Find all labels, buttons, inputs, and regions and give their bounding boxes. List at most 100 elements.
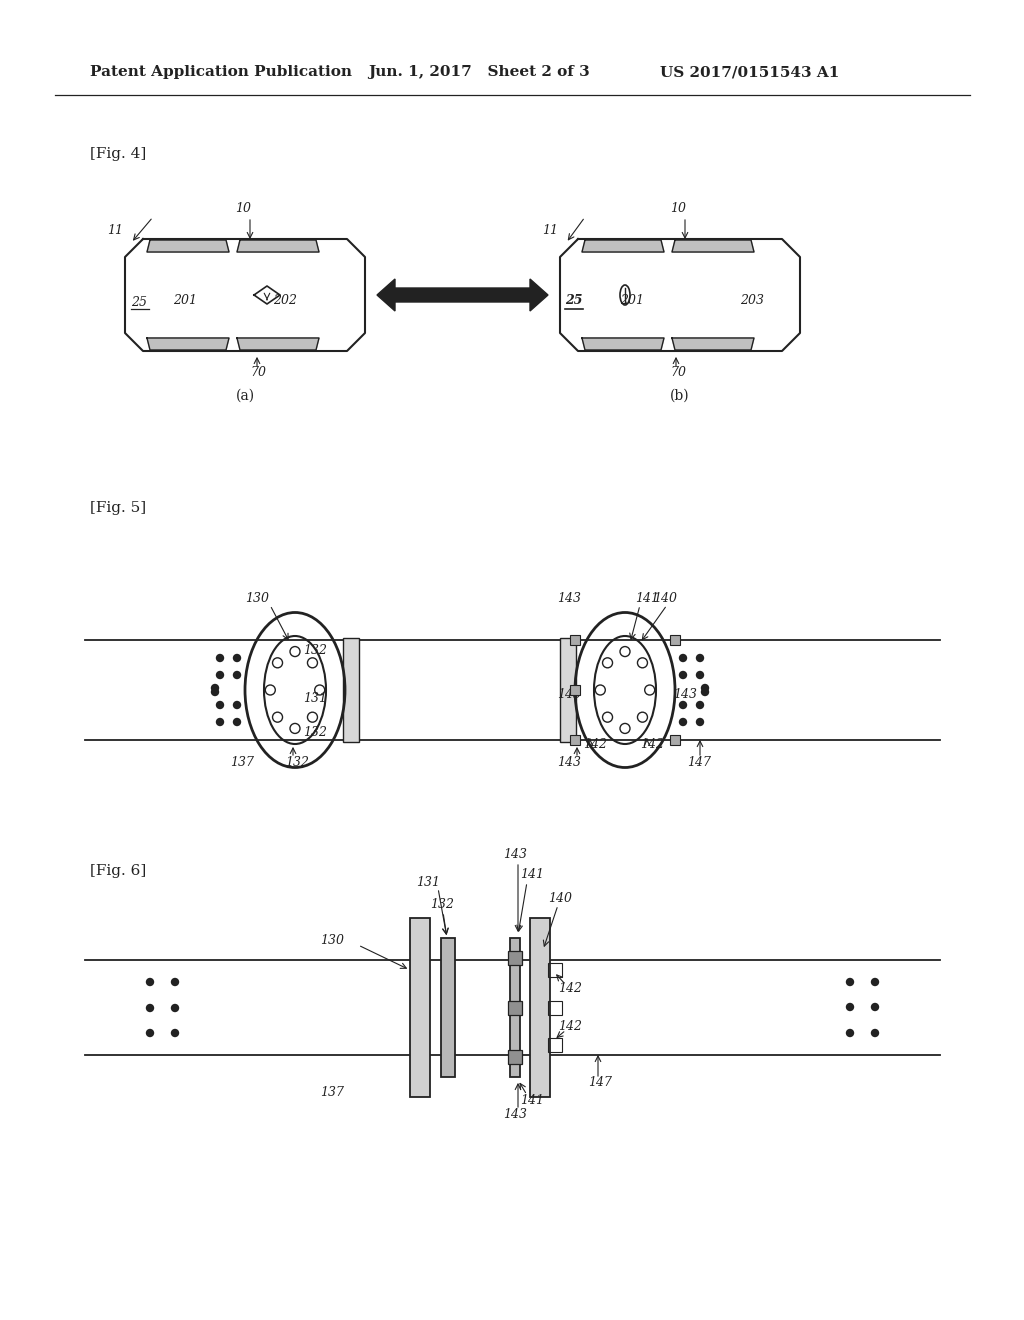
Text: 202: 202 <box>273 293 297 306</box>
Text: US 2017/0151543 A1: US 2017/0151543 A1 <box>660 65 840 79</box>
Text: 147: 147 <box>687 755 711 768</box>
Text: 142: 142 <box>640 738 664 751</box>
Polygon shape <box>237 240 319 252</box>
Text: Patent Application Publication: Patent Application Publication <box>90 65 352 79</box>
Circle shape <box>847 1003 853 1011</box>
Bar <box>560 638 575 742</box>
Circle shape <box>216 672 223 678</box>
Text: 132: 132 <box>303 644 327 656</box>
Circle shape <box>680 672 686 678</box>
Circle shape <box>233 655 241 661</box>
Circle shape <box>216 655 223 661</box>
Circle shape <box>680 701 686 709</box>
Text: 130: 130 <box>319 933 344 946</box>
Polygon shape <box>672 338 754 350</box>
Circle shape <box>233 718 241 726</box>
Text: 143: 143 <box>557 755 581 768</box>
Circle shape <box>680 718 686 726</box>
Text: 142: 142 <box>583 738 607 751</box>
Circle shape <box>696 655 703 661</box>
Text: 140: 140 <box>653 591 677 605</box>
Text: 130: 130 <box>245 591 269 605</box>
Bar <box>410 917 430 1097</box>
Bar <box>548 964 562 977</box>
Circle shape <box>701 685 709 692</box>
Text: (b): (b) <box>670 389 690 403</box>
Circle shape <box>696 718 703 726</box>
Bar <box>343 638 359 742</box>
Polygon shape <box>377 279 548 312</box>
Circle shape <box>871 1003 879 1011</box>
Polygon shape <box>672 240 754 252</box>
Text: 140: 140 <box>548 891 572 904</box>
Polygon shape <box>582 338 664 350</box>
Text: 201: 201 <box>620 293 644 306</box>
Text: 142: 142 <box>558 982 582 994</box>
Text: 143: 143 <box>503 849 527 862</box>
Polygon shape <box>147 240 229 252</box>
Bar <box>570 735 580 744</box>
Text: 11: 11 <box>542 224 558 238</box>
Text: 143: 143 <box>503 1109 527 1122</box>
Circle shape <box>212 689 218 696</box>
Circle shape <box>171 1005 178 1011</box>
Bar <box>670 735 680 744</box>
Circle shape <box>171 978 178 986</box>
Bar <box>508 1001 522 1015</box>
Polygon shape <box>147 338 229 350</box>
Bar <box>441 939 455 1077</box>
Text: [Fig. 5]: [Fig. 5] <box>90 502 146 515</box>
Circle shape <box>216 718 223 726</box>
Bar <box>548 1038 562 1052</box>
Text: 131: 131 <box>416 875 440 888</box>
Text: 203: 203 <box>740 293 764 306</box>
Text: 131: 131 <box>303 692 327 705</box>
Bar <box>548 1001 562 1015</box>
Circle shape <box>847 978 853 986</box>
Text: 137: 137 <box>230 755 254 768</box>
Circle shape <box>696 701 703 709</box>
Text: (a): (a) <box>236 389 255 403</box>
Circle shape <box>847 1030 853 1036</box>
Text: 141: 141 <box>635 591 659 605</box>
Text: 143: 143 <box>557 591 581 605</box>
Text: 70: 70 <box>670 367 686 380</box>
Text: Jun. 1, 2017   Sheet 2 of 3: Jun. 1, 2017 Sheet 2 of 3 <box>368 65 590 79</box>
Circle shape <box>871 1030 879 1036</box>
Bar <box>510 939 520 1077</box>
Circle shape <box>701 689 709 696</box>
Circle shape <box>146 1030 154 1036</box>
Circle shape <box>146 978 154 986</box>
Text: [Fig. 4]: [Fig. 4] <box>90 147 146 161</box>
Text: 10: 10 <box>670 202 686 215</box>
Text: 143: 143 <box>673 689 697 701</box>
Text: 141: 141 <box>520 869 544 882</box>
Bar <box>570 635 580 645</box>
Text: 11: 11 <box>106 224 123 238</box>
Polygon shape <box>237 338 319 350</box>
Circle shape <box>212 685 218 692</box>
Text: 142: 142 <box>558 1020 582 1034</box>
Bar <box>570 685 580 696</box>
Text: 143: 143 <box>557 689 581 701</box>
Text: 132: 132 <box>430 899 454 912</box>
Circle shape <box>233 701 241 709</box>
Circle shape <box>871 978 879 986</box>
Bar <box>530 917 550 1097</box>
Circle shape <box>146 1005 154 1011</box>
Text: 25: 25 <box>131 297 147 309</box>
Bar <box>670 635 680 645</box>
Text: 147: 147 <box>588 1077 612 1089</box>
Text: 132: 132 <box>303 726 327 738</box>
Polygon shape <box>582 240 664 252</box>
Text: 137: 137 <box>319 1086 344 1100</box>
Text: 132: 132 <box>285 755 309 768</box>
Circle shape <box>696 672 703 678</box>
Circle shape <box>171 1030 178 1036</box>
Text: 70: 70 <box>250 367 266 380</box>
Circle shape <box>233 672 241 678</box>
Bar <box>508 1049 522 1064</box>
Text: 201: 201 <box>173 293 197 306</box>
Text: [Fig. 6]: [Fig. 6] <box>90 865 146 878</box>
Text: 10: 10 <box>234 202 251 215</box>
